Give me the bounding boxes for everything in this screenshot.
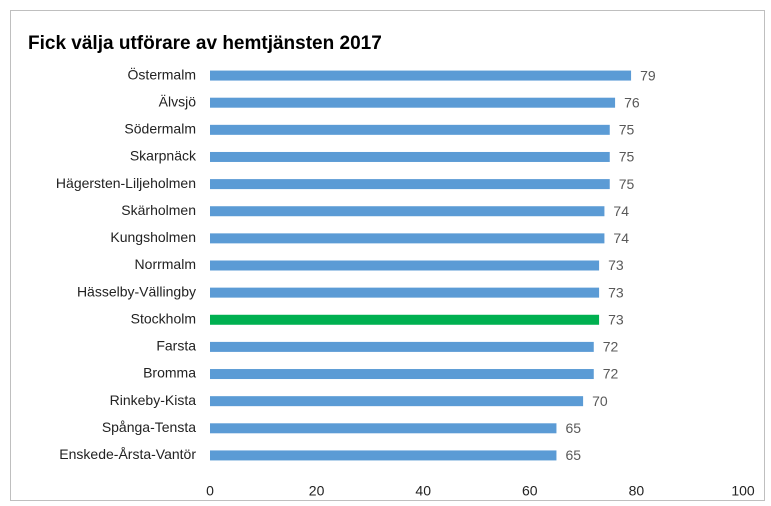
bar [210, 151, 610, 162]
y-tick-label: Spånga-Tensta [102, 419, 196, 435]
bar [210, 206, 605, 217]
x-tick-label: 60 [522, 483, 538, 499]
x-tick-label: 100 [731, 483, 755, 499]
y-tick-label: Norrmalm [135, 256, 196, 272]
data-label: 65 [565, 420, 581, 436]
y-tick-label: Hägersten-Liljeholmen [56, 175, 196, 191]
y-tick-label: Hässelby-Vällingby [77, 283, 196, 299]
data-label: 73 [608, 311, 624, 327]
x-tick-label: 80 [629, 483, 645, 499]
data-label: 76 [624, 94, 640, 110]
y-tick-label: Stockholm [131, 310, 196, 326]
y-tick-label: Bromma [143, 365, 196, 381]
bar [210, 97, 616, 108]
bar [210, 179, 610, 190]
bar [210, 124, 610, 135]
y-tick-label: Östermalm [128, 65, 196, 82]
y-tick-label: Farsta [156, 338, 196, 354]
bar [210, 70, 632, 81]
y-tick-label: Enskede-Årsta-Vantör [59, 446, 196, 462]
data-label: 73 [608, 284, 624, 300]
data-label: 70 [592, 393, 608, 409]
bar [210, 369, 594, 380]
chart-border [10, 10, 765, 501]
data-label: 75 [619, 176, 635, 192]
data-label: 75 [619, 149, 635, 165]
bar [210, 450, 557, 461]
data-label: 72 [603, 339, 619, 355]
chart-title: Fick välja utförare av hemtjänsten 2017 [28, 33, 382, 54]
data-label: 79 [640, 67, 656, 83]
data-label: 65 [565, 447, 581, 463]
x-tick-label: 0 [206, 483, 214, 499]
data-label: 74 [613, 230, 629, 246]
y-tick-label: Södermalm [124, 121, 196, 137]
bar [210, 396, 584, 407]
data-label: 72 [603, 366, 619, 382]
bar [210, 314, 600, 325]
y-tick-label: Skärholmen [121, 202, 196, 218]
y-tick-label: Rinkeby-Kista [110, 392, 197, 408]
data-label: 74 [613, 203, 629, 219]
bar [210, 233, 605, 244]
bar [210, 287, 600, 298]
bar [210, 423, 557, 434]
y-tick-label: Älvsjö [159, 93, 197, 109]
y-tick-label: Skarpnäck [130, 148, 197, 164]
x-tick-label: 20 [309, 483, 325, 499]
data-label: 75 [619, 122, 635, 138]
bar [210, 260, 600, 271]
x-tick-label: 40 [415, 483, 431, 499]
data-label: 73 [608, 257, 624, 273]
bar [210, 341, 594, 352]
y-tick-label: Kungsholmen [110, 229, 196, 245]
